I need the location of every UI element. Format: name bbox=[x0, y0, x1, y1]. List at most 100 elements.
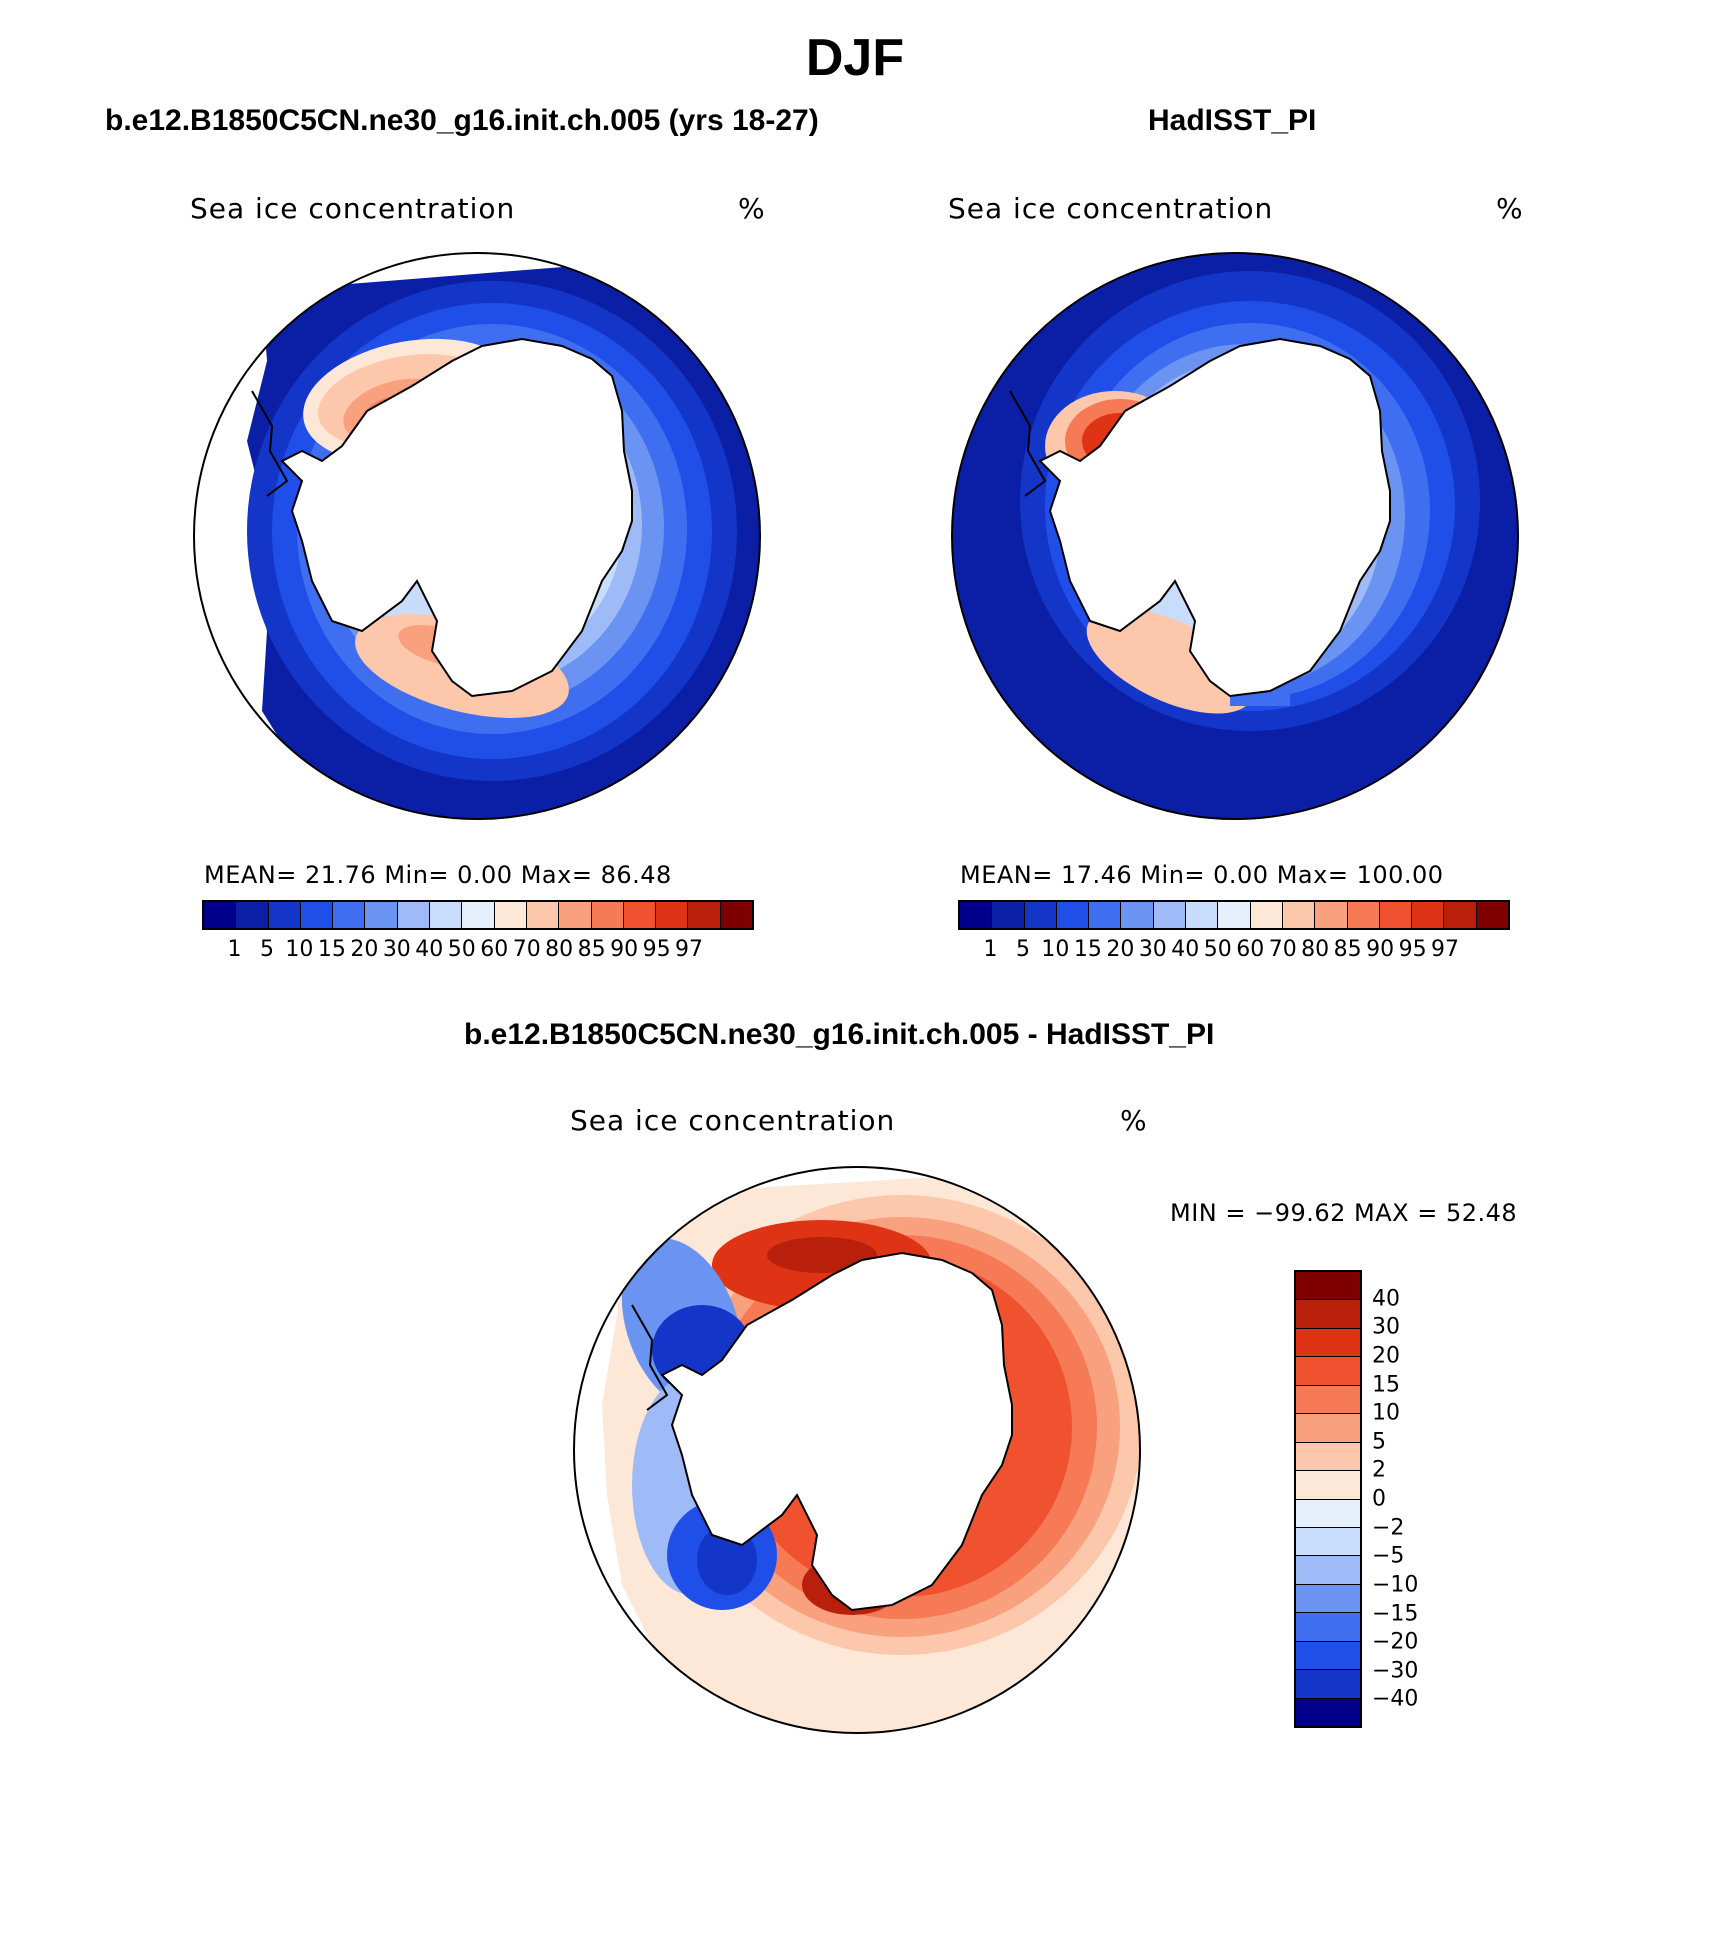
diff-units-label: % bbox=[1120, 1104, 1148, 1137]
colorbar-tick-label: 15 bbox=[1073, 937, 1102, 962]
colorbar-swatch bbox=[1296, 1641, 1360, 1671]
colorbar-tick-label: 50 bbox=[1203, 937, 1232, 962]
colorbar-swatch bbox=[960, 902, 993, 928]
colorbar-swatch bbox=[992, 902, 1025, 928]
colorbar-swatch bbox=[1282, 902, 1316, 928]
colorbar-swatch bbox=[1296, 1698, 1360, 1726]
colorbar-tick-label: 90 bbox=[1366, 937, 1395, 962]
colorbar-swatch bbox=[1056, 902, 1090, 928]
colorbar-swatch bbox=[1296, 1414, 1360, 1443]
colorbar-tick-label: 70 bbox=[512, 937, 541, 962]
colorbar-swatch bbox=[1476, 902, 1509, 928]
colorbar-swatch bbox=[526, 902, 560, 928]
colorbar-tick-label: −2 bbox=[1372, 1515, 1405, 1541]
colorbar-swatch bbox=[1296, 1328, 1360, 1358]
colorbar-tick-label: 20 bbox=[350, 937, 379, 962]
colorbar-tick-label: 40 bbox=[1372, 1286, 1400, 1312]
colorbar-tick-label: −30 bbox=[1372, 1658, 1419, 1684]
colorbar-swatch bbox=[1296, 1385, 1360, 1415]
colorbar-swatch bbox=[1315, 902, 1348, 928]
diff-variable-label: Sea ice concentration bbox=[570, 1104, 896, 1137]
colorbar-swatch bbox=[688, 902, 721, 928]
colorbar-swatch bbox=[1296, 1613, 1360, 1642]
colorbar-swatch bbox=[1218, 902, 1251, 928]
obs-colorbar-labels: 1 5 10 15 20 30 40 50 60 70 80 85 90 95 97 bbox=[958, 937, 1510, 967]
obs-units-label: % bbox=[1496, 192, 1524, 225]
colorbar-tick-label: 0 bbox=[1372, 1486, 1386, 1512]
colorbar-swatch bbox=[1296, 1442, 1360, 1472]
colorbar-tick-label: 5 bbox=[1372, 1429, 1386, 1455]
colorbar-swatch bbox=[1250, 902, 1283, 928]
colorbar-tick-label: 30 bbox=[1138, 937, 1167, 962]
model-polar-map bbox=[193, 252, 761, 820]
colorbar-swatch bbox=[268, 902, 301, 928]
colorbar-swatch bbox=[236, 902, 269, 928]
colorbar-tick-label: 85 bbox=[577, 937, 606, 962]
colorbar-tick-label: 95 bbox=[1398, 937, 1427, 962]
diff-panel-title: b.e12.B1850C5CN.ne30_g16.init.ch.005 - H… bbox=[464, 1018, 1215, 1051]
colorbar-tick-label: 5 bbox=[1015, 937, 1030, 962]
colorbar-swatch bbox=[656, 902, 689, 928]
colorbar-swatch bbox=[1153, 902, 1187, 928]
colorbar-swatch bbox=[300, 902, 334, 928]
colorbar-tick-label: 60 bbox=[480, 937, 509, 962]
colorbar-tick-label: 20 bbox=[1372, 1343, 1400, 1369]
colorbar-swatch bbox=[204, 902, 237, 928]
colorbar-swatch bbox=[623, 902, 657, 928]
colorbar-swatch bbox=[1379, 902, 1413, 928]
colorbar-tick-label: 30 bbox=[382, 937, 411, 962]
colorbar-tick-label: 97 bbox=[1431, 937, 1460, 962]
colorbar-tick-label: −10 bbox=[1372, 1572, 1419, 1598]
colorbar-swatch bbox=[591, 902, 624, 928]
colorbar-swatch bbox=[1121, 902, 1154, 928]
colorbar-tick-label: 40 bbox=[415, 937, 444, 962]
colorbar-tick-label: 2 bbox=[1372, 1457, 1386, 1483]
colorbar-tick-label: 85 bbox=[1333, 937, 1362, 962]
colorbar-swatch bbox=[1296, 1527, 1360, 1557]
diff-colorbar-labels: 40 30 20 15 10 5 2 0 −2 −5 −10 −15 −20 −30 −40 bbox=[1372, 1270, 1492, 1728]
colorbar-tick-label: 5 bbox=[259, 937, 274, 962]
colorbar-tick-label: 60 bbox=[1236, 937, 1265, 962]
diff-polar-map bbox=[573, 1166, 1141, 1734]
figure-title: DJF bbox=[805, 29, 905, 87]
colorbar-swatch bbox=[1024, 902, 1057, 928]
obs-variable-label: Sea ice concentration bbox=[948, 192, 1274, 225]
colorbar-swatch bbox=[494, 902, 527, 928]
colorbar-tick-label: −15 bbox=[1372, 1601, 1419, 1626]
colorbar-tick-label: 1 bbox=[227, 937, 242, 962]
colorbar-tick-label: 20 bbox=[1106, 937, 1135, 962]
colorbar-swatch bbox=[365, 902, 398, 928]
colorbar-swatch bbox=[1444, 902, 1477, 928]
colorbar-tick-label: 10 bbox=[1041, 937, 1070, 962]
colorbar-swatch bbox=[1412, 902, 1445, 928]
diff-colorbar bbox=[1294, 1270, 1362, 1728]
model-units-label: % bbox=[738, 192, 766, 225]
colorbar-swatch bbox=[1089, 902, 1122, 928]
colorbar-swatch bbox=[430, 902, 463, 928]
model-stats: MEAN= 21.76 Min= 0.00 Max= 86.48 bbox=[204, 861, 672, 889]
colorbar-tick-label: 97 bbox=[675, 937, 704, 962]
colorbar-tick-label: 90 bbox=[610, 937, 639, 962]
colorbar-swatch bbox=[333, 902, 366, 928]
model-variable-label: Sea ice concentration bbox=[190, 192, 516, 225]
colorbar-tick-label: 50 bbox=[447, 937, 476, 962]
colorbar-tick-label: 15 bbox=[1372, 1372, 1400, 1397]
model-panel-title: b.e12.B1850C5CN.ne30_g16.init.ch.005 (yr… bbox=[105, 104, 819, 137]
colorbar-tick-label: 95 bbox=[642, 937, 671, 962]
colorbar-tick-label: 80 bbox=[545, 937, 574, 962]
colorbar-swatch bbox=[1296, 1357, 1360, 1386]
colorbar-tick-label: −5 bbox=[1372, 1543, 1405, 1569]
colorbar-swatch bbox=[1296, 1471, 1360, 1500]
colorbar-swatch bbox=[1296, 1584, 1360, 1614]
colorbar-tick-label: 40 bbox=[1171, 937, 1200, 962]
colorbar-swatch bbox=[1296, 1670, 1360, 1699]
colorbar-tick-label: 30 bbox=[1372, 1314, 1400, 1340]
colorbar-swatch bbox=[720, 902, 753, 928]
colorbar-tick-label: −20 bbox=[1372, 1629, 1419, 1655]
colorbar-tick-label: 80 bbox=[1301, 937, 1330, 962]
colorbar-swatch bbox=[559, 902, 592, 928]
colorbar-swatch bbox=[1296, 1300, 1360, 1329]
colorbar-tick-label: 10 bbox=[1372, 1400, 1400, 1426]
colorbar-swatch bbox=[1296, 1272, 1360, 1301]
colorbar-tick-label: 10 bbox=[285, 937, 314, 962]
